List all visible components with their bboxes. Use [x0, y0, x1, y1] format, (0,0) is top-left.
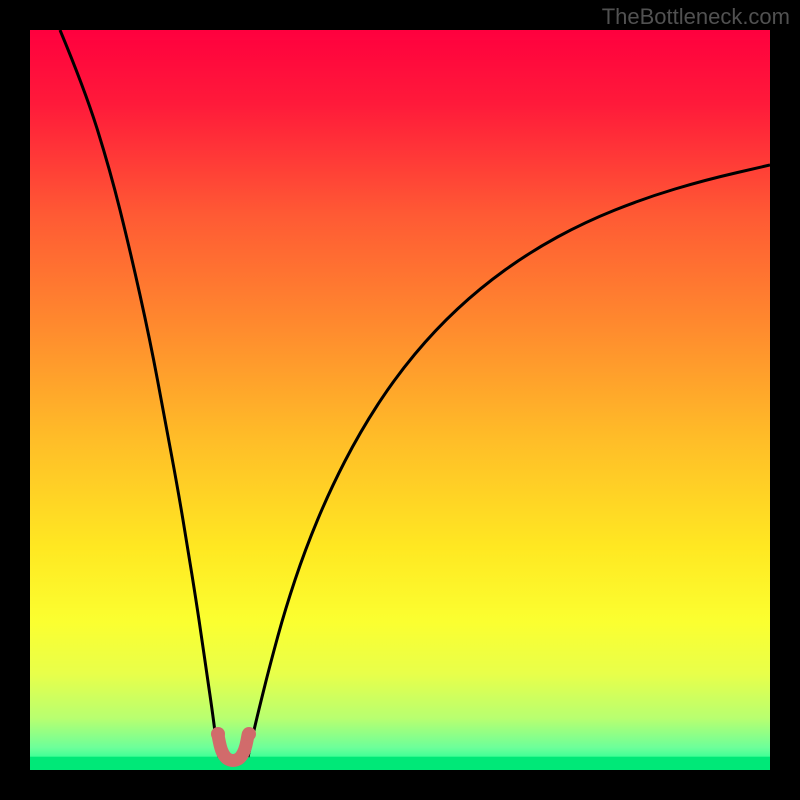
curve-right-branch: [248, 165, 770, 757]
valley-dot-left: [211, 727, 225, 741]
curve-left-branch: [60, 30, 219, 757]
watermark-text: TheBottleneck.com: [602, 4, 790, 30]
curve-layer: [30, 30, 770, 770]
valley-dot-right: [242, 727, 256, 741]
plot-area: [30, 30, 770, 770]
